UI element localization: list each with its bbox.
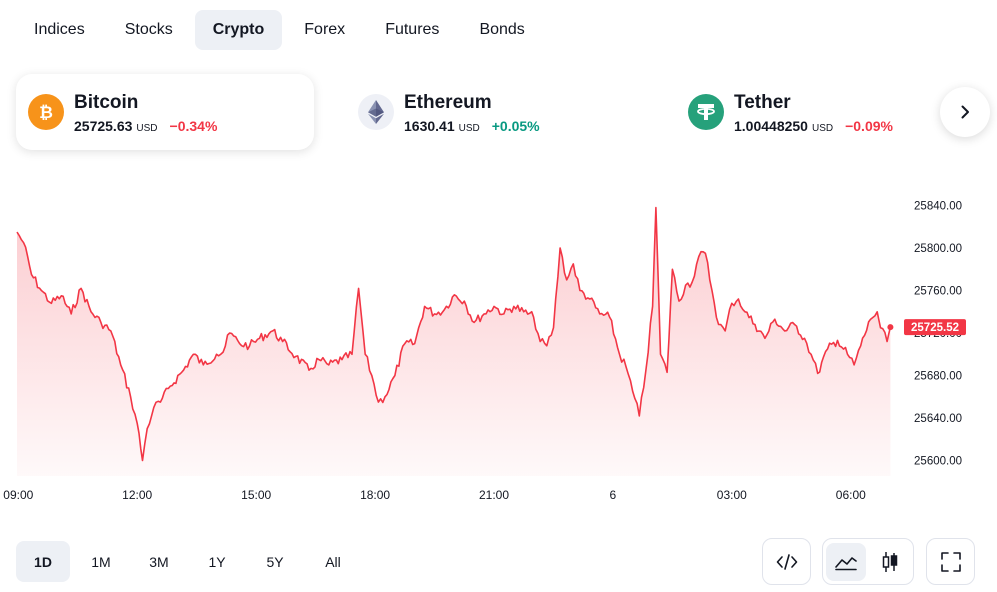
y-tick-label: 25840.00 [914, 201, 962, 213]
ticker-card-tether[interactable]: Tether 1.00448250 USD −0.09% [676, 74, 974, 150]
x-tick-label: 21:00 [479, 488, 509, 502]
range-selector: 1D 1M 3M 1Y 5Y All [16, 541, 360, 582]
tab-indices[interactable]: Indices [34, 21, 85, 38]
price-area-fill [17, 207, 891, 476]
y-tick-label: 25800.00 [914, 243, 962, 255]
range-1m-button[interactable]: 1M [91, 553, 111, 570]
x-tick-label: 09:00 [3, 488, 33, 502]
x-tick-label: 15:00 [241, 488, 271, 502]
price-line [16, 206, 892, 462]
ticker-change: −0.34% [169, 117, 218, 134]
ticker-card-ethereum[interactable]: Ethereum 1630.41 USD +0.05% [346, 74, 644, 150]
range-3m-button[interactable]: 3M [149, 553, 169, 570]
ticker-currency: USD [136, 122, 158, 134]
tab-futures[interactable]: Futures [385, 21, 440, 38]
svg-text:₿: ₿ [39, 103, 53, 123]
ticker-price: 25725.63 [74, 117, 133, 134]
range-1d-button[interactable]: 1D [16, 541, 70, 582]
price-chart[interactable]: 09:00 12:00 15:00 18:00 21:00 6 03:00 06:00 258… [0, 170, 997, 510]
ticker-card-bitcoin[interactable]: ₿ Bitcoin 25725.63 USD −0.34% [16, 74, 314, 150]
tab-crypto[interactable]: Crypto [194, 10, 283, 50]
ticker-currency: USD [458, 122, 480, 134]
bitcoin-icon: ₿ [28, 94, 64, 130]
code-icon [776, 553, 797, 570]
range-1y-button[interactable]: 1Y [208, 553, 226, 570]
x-tick-label: 6 [610, 488, 617, 502]
range-5y-button[interactable]: 5Y [266, 553, 284, 570]
chart-type-group [822, 538, 914, 585]
ticker-price: 1630.41 [404, 117, 455, 134]
ticker-name: Tether [734, 91, 791, 113]
tab-stocks[interactable]: Stocks [124, 21, 173, 38]
range-all-button[interactable]: All [325, 553, 341, 570]
ticker-currency: USD [811, 122, 834, 134]
candlestick-chart-button[interactable] [870, 543, 910, 581]
area-chart-icon [835, 556, 857, 570]
y-tick-label: 25600.00 [914, 456, 962, 468]
x-tick-label: 18:00 [360, 488, 390, 502]
fullscreen-icon [940, 551, 961, 572]
last-price-label: 25725.52 [911, 322, 959, 334]
ticker-change: −0.09% [845, 117, 893, 134]
embed-button[interactable] [762, 538, 811, 585]
fullscreen-button[interactable] [926, 538, 975, 585]
y-tick-label: 25640.00 [914, 413, 962, 425]
next-tickers-button[interactable] [940, 87, 990, 137]
x-tick-label: 03:00 [717, 488, 747, 502]
x-tick-label: 06:00 [836, 488, 866, 502]
y-tick-label: 25760.00 [914, 286, 962, 298]
ticker-name: Ethereum [404, 91, 492, 113]
tether-icon [688, 94, 724, 130]
tab-bonds[interactable]: Bonds [479, 21, 525, 38]
last-price-dot [887, 324, 894, 331]
candlestick-icon [882, 551, 898, 572]
tab-forex[interactable]: Forex [304, 21, 346, 38]
market-tabs: Indices Stocks Crypto Forex Futures Bond… [16, 10, 543, 50]
x-tick-label: 12:00 [122, 488, 152, 502]
ethereum-icon [358, 94, 394, 130]
chevron-right-icon [961, 105, 969, 119]
last-price-badge [904, 319, 966, 336]
area-chart-button[interactable] [826, 542, 866, 581]
y-tick-label: 25680.00 [914, 371, 962, 383]
ticker-price: 1.00448250 [734, 117, 808, 134]
ticker-name: Bitcoin [74, 91, 139, 113]
ticker-change: +0.05% [491, 117, 540, 134]
